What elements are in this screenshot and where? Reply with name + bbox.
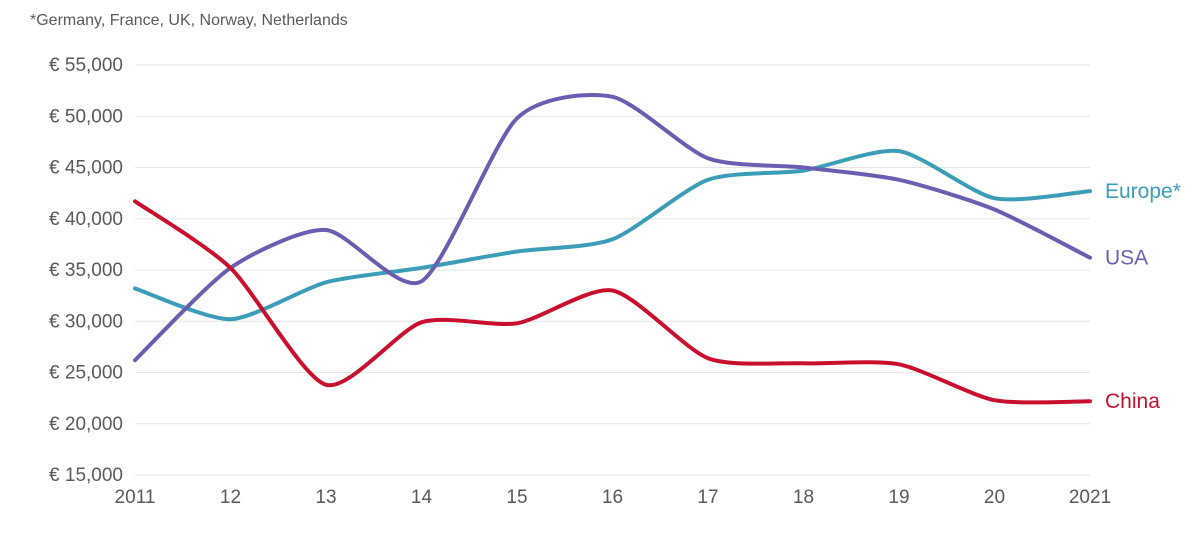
x-tick-label: 16 <box>602 487 623 508</box>
chart-footnote: *Germany, France, UK, Norway, Netherland… <box>30 12 348 30</box>
chart-svg: € 15,000 € 20,000 € 25,000 € 30,000 € 35,000… <box>30 20 1200 533</box>
x-tick-label: 18 <box>793 487 814 508</box>
y-tick-label: € 45,000 <box>49 158 123 179</box>
series-europe- <box>135 151 1090 319</box>
x-tick-label: 15 <box>506 487 527 508</box>
x-tick-label: 12 <box>220 487 241 508</box>
y-tick-label: € 30,000 <box>49 311 123 332</box>
y-tick-label: € 50,000 <box>49 106 123 127</box>
y-tick-label: € 15,000 <box>49 465 123 486</box>
series-usa <box>135 95 1090 360</box>
series-label: USA <box>1105 247 1148 270</box>
x-tick-label: 2011 <box>115 487 156 508</box>
x-tick-label: 13 <box>315 487 336 508</box>
series-label: Europe* <box>1105 180 1181 203</box>
y-tick-label: € 25,000 <box>49 363 123 384</box>
x-tick-label: 2021 <box>1069 487 1111 508</box>
y-tick-label: € 55,000 <box>49 55 123 76</box>
series-label: China <box>1105 390 1160 413</box>
line-chart: *Germany, France, UK, Norway, Netherland… <box>0 0 1200 513</box>
x-tick-label: 19 <box>888 487 909 508</box>
x-tick-label: 14 <box>411 487 433 508</box>
y-tick-label: € 35,000 <box>49 260 123 281</box>
x-tick-label: 20 <box>984 487 1005 508</box>
y-tick-label: € 40,000 <box>49 209 123 230</box>
x-tick-label: 17 <box>697 487 718 508</box>
y-tick-label: € 20,000 <box>49 414 123 435</box>
